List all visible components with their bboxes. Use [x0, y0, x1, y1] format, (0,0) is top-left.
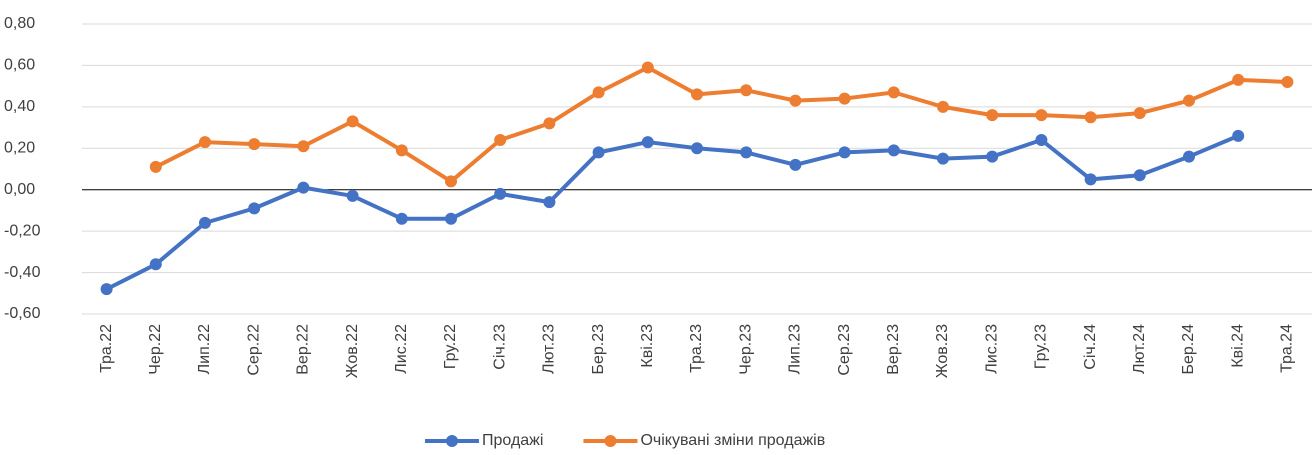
y-tick-label: 0,00	[4, 181, 35, 198]
y-tick-label: 0,80	[4, 15, 35, 32]
x-tick-label: Січ.23	[491, 324, 508, 370]
point	[789, 94, 802, 107]
x-tick-label: Лют.23	[541, 324, 558, 374]
x-tick-label: Тра.23	[688, 324, 705, 373]
x-tick-label: Січ.24	[1082, 324, 1099, 370]
point	[1035, 109, 1048, 122]
point	[395, 212, 408, 225]
legend-marker	[446, 435, 458, 447]
point	[494, 134, 507, 146]
y-tick-label: -0,60	[4, 305, 41, 322]
point	[887, 86, 900, 99]
x-tick-label: Лип.22	[196, 324, 213, 374]
point	[887, 144, 900, 157]
y-tick-label: -0,40	[4, 264, 41, 281]
point	[543, 117, 556, 130]
series-line	[154, 65, 1288, 184]
point	[740, 146, 753, 159]
point	[937, 100, 949, 113]
point	[838, 92, 851, 105]
x-tick-label: Чер.23	[737, 324, 754, 375]
point	[199, 216, 211, 229]
x-tick-label: Сер.22	[245, 324, 262, 376]
point	[1035, 134, 1048, 146]
series-line	[105, 134, 1239, 291]
y-tick-label: 0,60	[4, 57, 35, 74]
y-tick-label: -0,20	[4, 222, 41, 239]
point	[641, 61, 654, 74]
point	[1232, 73, 1245, 86]
x-tick-label: Бер.24	[1180, 324, 1197, 375]
x-tick-label: Чер.22	[147, 324, 164, 375]
point	[248, 138, 261, 151]
legend-label: Продажі	[482, 432, 543, 449]
point	[937, 152, 949, 165]
point	[543, 196, 556, 209]
x-tick-label: Кві.24	[1229, 324, 1246, 368]
x-tick-label: Лис.22	[393, 324, 410, 374]
x-tick-label: Жов.23	[934, 324, 951, 378]
point	[838, 146, 851, 159]
point	[641, 136, 654, 149]
point	[1232, 129, 1245, 142]
point	[100, 283, 113, 296]
point	[1133, 107, 1146, 120]
x-tick-label: Лип.23	[787, 324, 804, 374]
point	[199, 136, 211, 149]
x-tick-label: Вер.22	[295, 324, 312, 375]
x-tick-label: Бер.23	[590, 324, 607, 375]
point	[691, 142, 703, 155]
point	[592, 146, 605, 159]
legend-marker	[604, 435, 617, 447]
point	[445, 175, 457, 188]
x-tick-label: Лют.24	[1131, 324, 1148, 374]
x-tick-label: Гру.22	[442, 324, 459, 369]
point	[1084, 111, 1097, 124]
point	[740, 84, 753, 97]
point	[592, 86, 605, 99]
point	[494, 187, 507, 200]
point	[346, 115, 359, 128]
point	[445, 212, 457, 225]
point	[1183, 94, 1195, 107]
point	[691, 88, 703, 101]
x-tick-label: Кві.23	[639, 324, 656, 368]
legend-label: Очікувані зміни продажів	[640, 432, 825, 449]
point	[1084, 173, 1097, 186]
x-tick-label: Жов.22	[344, 324, 361, 378]
x-tick-label: Вер.23	[885, 324, 902, 375]
point	[1281, 76, 1294, 88]
point	[986, 109, 999, 122]
point	[149, 258, 162, 271]
point	[297, 140, 310, 153]
point	[248, 202, 261, 215]
point	[1133, 169, 1146, 182]
x-tick-label: Тра.22	[98, 324, 115, 373]
x-tick-label: Тра.24	[1279, 324, 1296, 373]
x-tick-label: Сер.23	[836, 324, 853, 376]
point	[789, 158, 802, 171]
y-tick-label: 0,40	[4, 98, 35, 115]
x-tick-label: Лис.23	[983, 324, 1000, 374]
y-tick-label: 0,20	[4, 140, 35, 157]
point	[1183, 150, 1195, 163]
x-tick-label: Гру.23	[1033, 324, 1050, 369]
point	[395, 144, 408, 157]
point	[297, 181, 310, 194]
point	[986, 150, 999, 163]
point	[149, 160, 162, 173]
point	[346, 189, 359, 202]
